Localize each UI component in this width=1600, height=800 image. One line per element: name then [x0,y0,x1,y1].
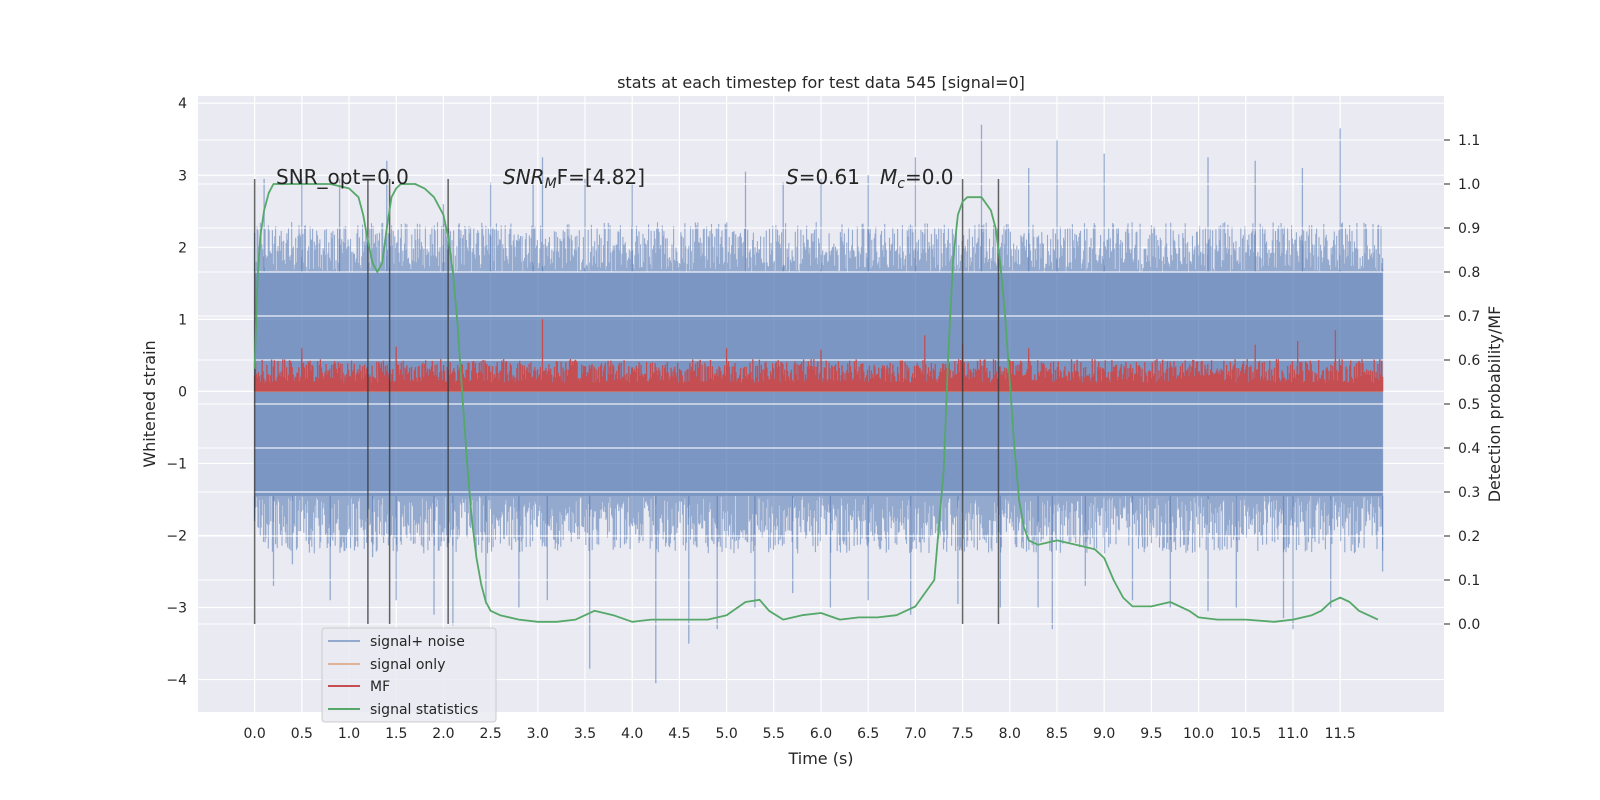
legend-label-signal-only: signal only [370,657,445,673]
signal-statistics-line [253,183,1379,623]
x-tick-label: 5.0 [715,726,737,742]
x-axis-label: Time (s) [787,749,853,768]
annotation-mc-value: =0.0 [905,165,954,189]
y-axis-label: Whitened strain [140,340,159,467]
x-tick-label: 1.0 [338,726,360,742]
x-tick-label: 11.5 [1325,726,1356,742]
y-tick-label: −3 [166,601,187,617]
x-tick-label: 0.0 [244,726,266,742]
chart-title: stats at each timestep for test data 545… [617,73,1025,92]
legend-label-mf: MF [370,679,390,695]
y2-tick-label: 0.2 [1458,529,1480,545]
x-tick-label: 9.0 [1093,726,1115,742]
annotation-snr-mf-rest: F=[4.82] [557,165,645,189]
y-tick-label: 0 [178,384,187,400]
y-tick-label: −1 [166,456,187,472]
legend-label-signal-noise: signal+ noise [370,634,465,650]
y2-tick-label: 1.1 [1458,133,1480,149]
x-tick-label: 10.0 [1183,726,1214,742]
y2-tick-label: 0.1 [1458,573,1480,589]
x-tick-label: 6.0 [810,726,832,742]
annotation-snr-mf-sub: M [545,176,557,192]
y2-tick-label: 0.4 [1458,441,1480,457]
annotation-mc-symbol: M [880,165,897,189]
annotation-snr-opt: SNR_opt=0.0 [276,165,409,189]
y-tick-label: −4 [166,673,187,689]
annotation-snr-mf: SNRMF=[4.82] [503,165,645,192]
x-tick-label: 5.5 [763,726,785,742]
x-tick-label: 7.5 [951,726,973,742]
annotation-s-symbol: S [786,165,799,189]
y2-tick-label: 1.0 [1458,177,1480,193]
x-axis-ticks: 0.0 0.5 1.0 1.5 2.0 2.5 3.0 3.5 4.0 4.5 5.0 5.5 6.0 6… [244,726,1356,742]
x-tick-label: 11.0 [1277,726,1308,742]
x-tick-label: 6.5 [857,726,879,742]
x-tick-label: 4.0 [621,726,643,742]
annotation-mc: Mc=0.0 [880,165,954,192]
legend: signal+ noise signal only MF signal stat… [321,627,497,723]
x-tick-label: 10.5 [1230,726,1261,742]
x-tick-label: 7.0 [904,726,926,742]
x-tick-label: 2.0 [432,726,454,742]
y-tick-label: 4 [178,96,187,112]
y2-axis-label: Detection probability/MF [1485,306,1504,503]
y-tick-label: 1 [178,312,187,328]
y2-tick-label: 0.6 [1458,353,1480,369]
x-tick-label: 8.5 [1046,726,1068,742]
x-tick-label: 4.5 [668,726,690,742]
x-tick-label: 8.0 [999,726,1021,742]
annotation-s-value: =0.61 [799,165,860,189]
y-axis-ticks: −4 −3 −2 −1 0 1 2 3 4 [166,96,187,688]
annotation-s: S=0.61 [786,165,860,189]
signal-statistics-series [253,183,1379,623]
y2-tick-label: 0.3 [1458,485,1480,501]
y-tick-label: 2 [178,240,187,256]
y2-tick-label: 0.7 [1458,309,1480,325]
annotation-snr-mf-base: SNR [503,165,545,189]
y2-tick-label: 0.9 [1458,221,1480,237]
x-tick-label: 3.5 [574,726,596,742]
y2-tick-label: 0.5 [1458,397,1480,413]
y2-tick-label: 0.0 [1458,617,1480,633]
x-tick-label: 3.0 [527,726,549,742]
annotation-mc-sub: c [897,176,905,192]
y2-tick-label: 0.8 [1458,265,1480,281]
legend-box [321,627,497,723]
x-tick-label: 2.5 [479,726,501,742]
y2-axis-ticks: 0.0 0.1 0.2 0.3 0.4 0.5 0.6 0.7 0.8 0.9 1.0 1.1 [1444,133,1480,633]
y-tick-label: 3 [178,168,187,184]
legend-label-signal-statistics: signal statistics [370,702,478,718]
x-tick-label: 9.5 [1140,726,1162,742]
y-tick-label: −2 [166,528,187,544]
x-tick-label: 1.5 [385,726,407,742]
x-tick-label: 0.5 [291,726,313,742]
